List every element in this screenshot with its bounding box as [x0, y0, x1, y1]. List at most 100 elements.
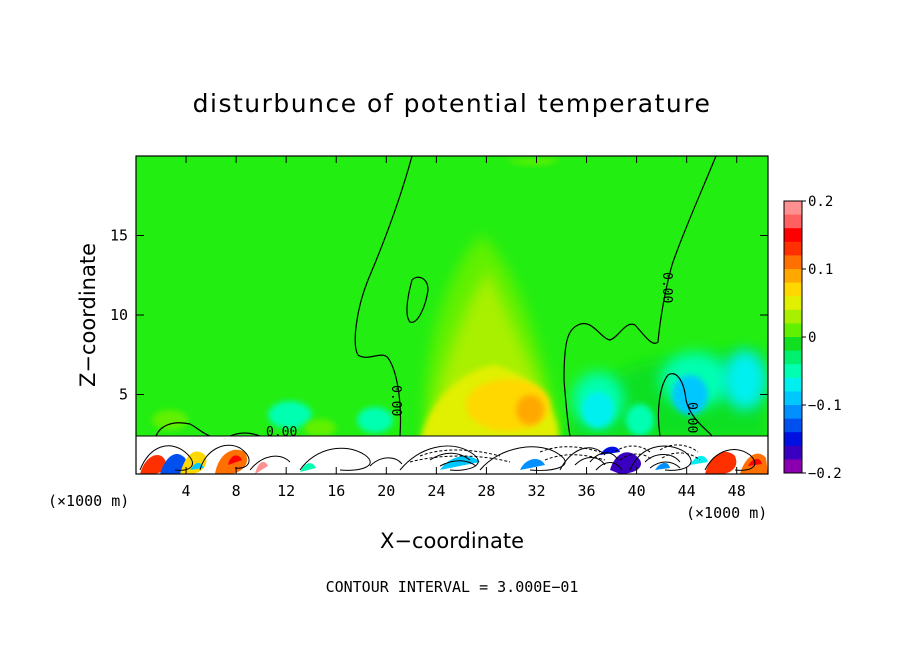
zero-contour-surface — [155, 422, 211, 437]
y-tick-label: 10 — [110, 306, 128, 324]
contour-label-4: 0.00 — [266, 425, 297, 440]
x-unit-left: (×1000 m) — [48, 492, 129, 510]
noise-patch — [228, 455, 242, 465]
colorbar-tick-label: 0 — [808, 330, 816, 346]
contour-line — [409, 449, 511, 463]
lower-layer-dashed-contours — [409, 444, 701, 463]
x-unit-right: (×1000 m) — [686, 504, 767, 522]
zero-contour-island — [406, 276, 429, 323]
zero-contour-surface — [229, 432, 261, 437]
noise-patch — [520, 458, 545, 470]
y-tick-label: 15 — [110, 227, 128, 245]
contour-line — [704, 449, 756, 471]
colorbar-swatch — [784, 364, 802, 379]
colorbar-swatch — [784, 432, 802, 447]
colorbar-swatch — [784, 296, 802, 311]
noise-patch — [610, 452, 641, 474]
x-tick-label: 44 — [678, 482, 696, 500]
cool-lobe-d — [626, 404, 654, 436]
contour-interval: CONTOUR INTERVAL = 3.000E−01 — [326, 578, 579, 596]
colorbar: 0.2 0.1 0 −0.1 −0.2 — [783, 194, 842, 482]
x-tick-label: 40 — [628, 482, 646, 500]
colorbar-swatch — [784, 337, 802, 352]
contour-line — [659, 444, 701, 461]
colorbar-swatch — [784, 214, 802, 229]
contour-line — [644, 454, 681, 469]
y-axis-label: Z−coordinate — [76, 243, 100, 387]
contour-label-1: 0.00 — [388, 385, 403, 416]
x-axis-label: X−coordinate — [380, 529, 524, 553]
contour-line — [249, 455, 291, 471]
plot-area: 0.00 0.00 0.00 0.00 4 8 12 16 20 24 28 32 36 40 44… — [110, 155, 769, 500]
noise-patch — [255, 461, 268, 474]
chart-title: disturbunce of potential temperature — [193, 89, 712, 118]
upper-feature — [505, 158, 560, 165]
x-tick-label: 16 — [327, 482, 345, 500]
contour-line — [369, 457, 403, 467]
contour-line — [614, 445, 653, 461]
contour-labels: 0.00 0.00 0.00 0.00 — [266, 272, 699, 440]
x-tick-label: 24 — [427, 482, 445, 500]
contour-label-2: 0.00 — [659, 272, 674, 303]
colorbar-tick-label: 0.1 — [808, 262, 833, 278]
noise-patch — [655, 462, 670, 470]
cool-lobe-c — [723, 350, 767, 410]
x-tick-label: 20 — [377, 482, 395, 500]
x-tick-label: 28 — [477, 482, 495, 500]
contour-line — [199, 444, 250, 471]
x-ticks: 4 8 12 16 20 24 28 32 36 40 44 48 — [182, 156, 746, 500]
colorbar-swatch — [784, 377, 802, 392]
plume-core — [516, 395, 544, 425]
noise-patch — [705, 451, 737, 474]
contour-line — [589, 452, 623, 471]
x-tick-label: 8 — [232, 482, 241, 500]
contour-line — [539, 446, 606, 461]
left-anomaly-d — [304, 419, 336, 437]
field-shading: 0.00 0.00 0.00 0.00 — [136, 156, 768, 474]
left-anomaly-a — [268, 401, 312, 429]
lower-layer — [136, 436, 768, 474]
colorbar-swatch — [784, 282, 802, 297]
cool-core-a — [672, 375, 708, 415]
colorbar-swatch — [784, 269, 802, 284]
colorbar-swatch — [784, 309, 802, 324]
noise-patch — [140, 454, 167, 474]
colorbar-swatch — [784, 241, 802, 256]
colorbar-swatch — [784, 445, 802, 460]
contour-line — [399, 445, 479, 471]
contour-line — [429, 452, 477, 467]
contour-label-3: 0.00 — [684, 402, 699, 433]
colorbar-swatch — [784, 323, 802, 338]
lower-layer-contours — [139, 444, 756, 471]
zero-contour-lobe — [657, 373, 713, 437]
zero-contour-left — [354, 156, 413, 437]
colorbar-swatch — [784, 228, 802, 243]
y-tick-label: 5 — [119, 386, 128, 404]
colorbar-swatch — [784, 405, 802, 420]
y-ticks: 5 10 15 — [110, 227, 768, 404]
colorbar-swatch — [784, 201, 802, 216]
x-tick-label: 4 — [182, 482, 191, 500]
colorbar-swatch — [784, 459, 802, 474]
colorbar-swatch — [784, 418, 802, 433]
contour-line — [559, 447, 606, 471]
noise-patch — [160, 453, 187, 474]
colorbar-tick-label: −0.2 — [808, 466, 842, 482]
colorbar-swatch — [784, 350, 802, 365]
noise-patch — [300, 463, 316, 472]
noise-patch — [690, 455, 708, 465]
x-tick-label: 12 — [277, 482, 295, 500]
contour-line — [299, 447, 371, 471]
colorbar-swatch — [784, 255, 802, 270]
zero-contours — [155, 156, 717, 437]
colorbar-swatch — [784, 391, 802, 406]
cool-core-b — [582, 392, 614, 428]
zero-contour-right — [563, 156, 717, 437]
colorbar-tick-label: 0.2 — [808, 194, 833, 210]
x-tick-label: 48 — [728, 482, 746, 500]
left-anomaly-c — [152, 410, 188, 430]
left-anomaly-b — [357, 407, 393, 433]
contour-line — [139, 445, 193, 471]
x-tick-label: 36 — [578, 482, 596, 500]
